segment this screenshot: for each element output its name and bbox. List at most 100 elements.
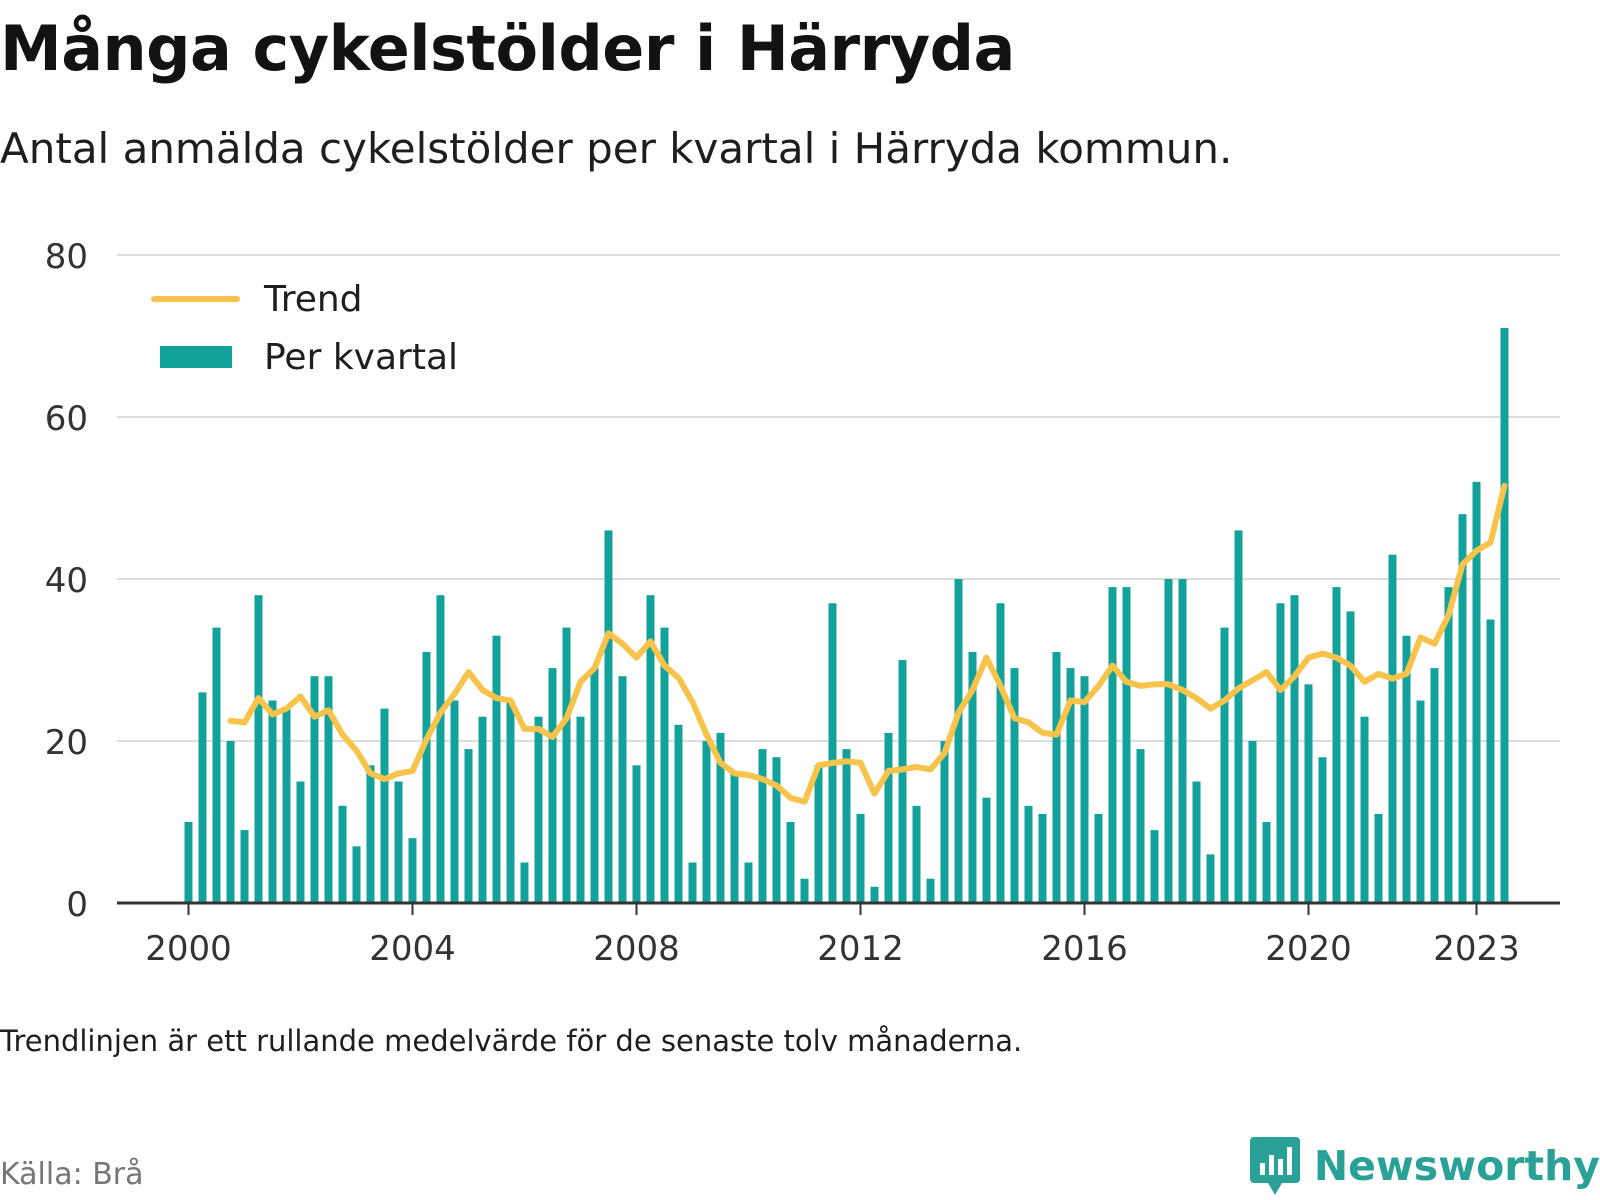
bar [1178, 579, 1187, 903]
bar [1136, 749, 1145, 903]
x-tick-label: 2008 [593, 929, 680, 969]
bar [324, 676, 333, 903]
brand-name: Newsworthy [1313, 1142, 1600, 1190]
bar [520, 862, 529, 903]
bar [1458, 514, 1467, 903]
x-tick-label: 2016 [1041, 929, 1128, 969]
bar [1500, 327, 1509, 903]
y-tick-label: 80 [45, 237, 88, 277]
y-tick-label: 40 [45, 561, 88, 601]
y-tick-labels: 0 20 40 60 80 [45, 237, 88, 925]
bar [562, 627, 571, 903]
bar [380, 708, 389, 903]
bar [926, 878, 935, 903]
bar [1276, 603, 1285, 903]
bar [1066, 668, 1075, 903]
bar [1164, 579, 1173, 903]
bar [310, 676, 319, 903]
bar [1024, 805, 1033, 903]
source-credit: Källa: Brå [0, 1157, 144, 1192]
chart-area: 0 20 40 60 80 2000 2004 2008 2012 2016 2020 2023 T… [45, 237, 1560, 969]
bar [1038, 813, 1047, 903]
bar [590, 668, 599, 903]
bar [268, 700, 277, 903]
bar [422, 651, 431, 903]
bar [688, 862, 697, 903]
chart-title: Många cykelstölder i Härryda [0, 12, 1015, 85]
bar [534, 716, 543, 903]
bar [842, 749, 851, 903]
bar [1094, 813, 1103, 903]
bar [1262, 822, 1271, 903]
brand-logo[interactable]: Newsworthy [1249, 1137, 1600, 1195]
bar [800, 878, 809, 903]
bar [884, 732, 893, 903]
bar [1388, 554, 1397, 903]
bar [1360, 716, 1369, 903]
bar [548, 668, 557, 903]
x-tick-label: 2000 [145, 929, 232, 969]
legend-bar-label: Per kvartal [264, 337, 458, 378]
bar [1220, 627, 1229, 903]
bar [1122, 587, 1131, 903]
bar [730, 773, 739, 903]
y-tick-label: 20 [45, 723, 88, 763]
bar [1052, 651, 1061, 903]
bar [968, 651, 977, 903]
bar [212, 627, 221, 903]
bar [786, 822, 795, 903]
bar [1486, 619, 1495, 903]
y-tick-label: 0 [66, 885, 88, 925]
bar [366, 765, 375, 903]
bar [1080, 676, 1089, 903]
bar [646, 595, 655, 903]
x-tick-label: 2004 [369, 929, 456, 969]
bar [814, 765, 823, 903]
bar [870, 886, 879, 903]
bar [954, 579, 963, 903]
bar [758, 749, 767, 903]
bar [296, 781, 305, 903]
legend: Trend Per kvartal [151, 279, 458, 378]
bar [772, 757, 781, 903]
footnote: Trendlinjen är ett rullande medelvärde f… [0, 1024, 1023, 1058]
x-tick-label: 2020 [1265, 929, 1352, 969]
bar [1318, 757, 1327, 903]
x-tick-label: 2012 [817, 929, 904, 969]
bar [1234, 530, 1243, 903]
bar [996, 603, 1005, 903]
bar [1192, 781, 1201, 903]
bar [702, 741, 711, 903]
bar [394, 781, 403, 903]
legend-trend-label: Trend [263, 279, 363, 320]
x-axis [117, 901, 1560, 915]
bar [240, 830, 249, 903]
chart-subtitle: Antal anmälda cykelstölder per kvartal i… [0, 124, 1233, 173]
bar [828, 603, 837, 903]
bar-chart-speech-bubble-icon [1249, 1137, 1300, 1195]
bar [1374, 813, 1383, 903]
trend-line-series [227, 482, 1508, 805]
legend-bar-swatch [160, 346, 232, 368]
bar [618, 676, 627, 903]
bar [1416, 700, 1425, 903]
bar [604, 530, 613, 903]
bar [1108, 587, 1117, 903]
y-tick-label: 60 [45, 399, 88, 439]
bar [184, 822, 193, 903]
bar [632, 765, 641, 903]
bar [1444, 587, 1453, 903]
bar [408, 838, 417, 903]
bar [744, 862, 753, 903]
bar [856, 813, 865, 903]
bar [1290, 595, 1299, 903]
bar [1472, 481, 1481, 903]
bar [1430, 668, 1439, 903]
bar [478, 716, 487, 903]
bar [492, 635, 501, 903]
bar [716, 732, 725, 903]
bar [506, 700, 515, 903]
bar [576, 716, 585, 903]
bar [674, 724, 683, 903]
bar [898, 660, 907, 903]
